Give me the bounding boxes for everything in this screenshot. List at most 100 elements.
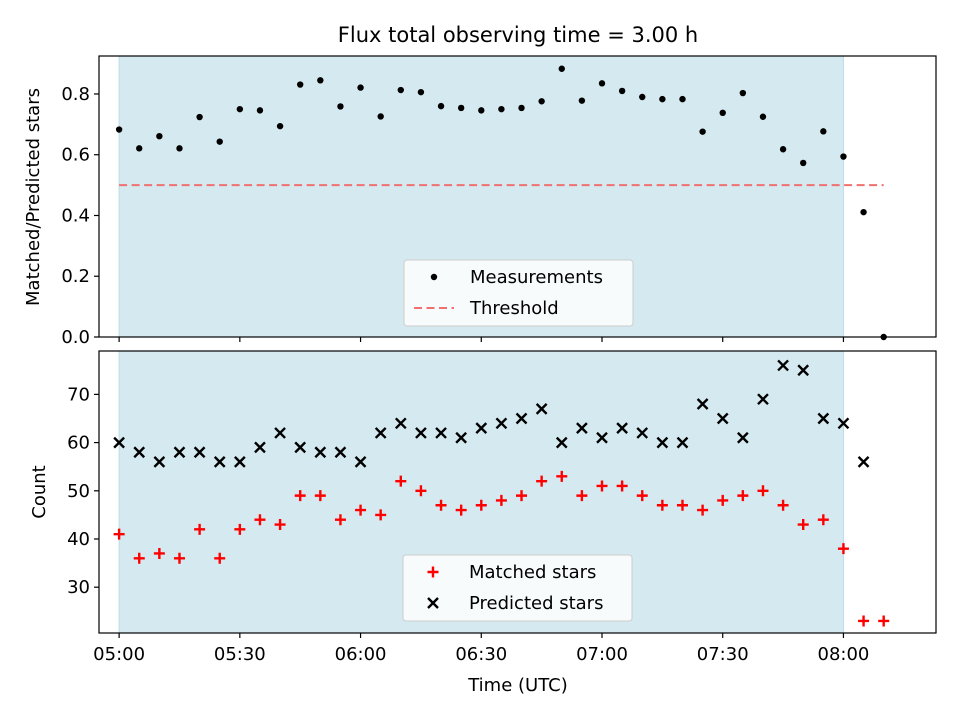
- data-point: [817, 514, 829, 526]
- data-point: [736, 431, 749, 444]
- data-point: [757, 393, 769, 406]
- data-point: [679, 95, 686, 103]
- data-point: [516, 490, 528, 502]
- data-point: [498, 105, 505, 113]
- data-point: [475, 499, 487, 511]
- data-point: [737, 490, 749, 502]
- data-point: [176, 145, 183, 152]
- data-point: [636, 427, 649, 439]
- data-point: [656, 499, 668, 511]
- data-point: [274, 519, 286, 531]
- data-point: [196, 113, 203, 121]
- data-point: [518, 104, 525, 112]
- y-tick-label: 40: [67, 529, 90, 550]
- data-point: [800, 159, 807, 167]
- bottom-y-axis-title: Count: [29, 465, 50, 518]
- x-tick-label: 07:00: [576, 644, 628, 665]
- data-point: [555, 436, 568, 449]
- data-point: [656, 436, 669, 449]
- data-point: [616, 480, 628, 492]
- data-point: [254, 441, 266, 454]
- data-point: [394, 417, 407, 430]
- legend-swatch: [427, 597, 439, 609]
- data-point: [115, 126, 123, 133]
- data-point: [777, 499, 789, 511]
- data-point: [276, 122, 284, 130]
- data-point: [213, 456, 226, 468]
- data-point: [857, 456, 870, 468]
- data-point: [355, 504, 367, 516]
- data-point: [136, 145, 143, 152]
- data-point: [314, 446, 327, 459]
- data-point: [397, 86, 405, 94]
- data-point: [173, 552, 185, 564]
- data-point: [576, 422, 588, 434]
- y-tick-label: 0.8: [61, 84, 90, 105]
- data-point: [639, 93, 646, 101]
- x-axis-title: Time (UTC): [467, 675, 568, 696]
- data-point: [153, 547, 165, 559]
- data-point: [317, 77, 324, 84]
- data-point: [636, 490, 648, 502]
- data-point: [616, 422, 628, 434]
- data-point: [719, 109, 726, 117]
- data-point: [334, 446, 347, 459]
- data-point: [759, 113, 767, 120]
- data-point: [274, 427, 286, 439]
- data-point: [820, 128, 827, 135]
- data-point: [156, 132, 163, 140]
- data-point: [478, 107, 485, 114]
- data-point: [536, 475, 548, 487]
- data-point: [757, 485, 769, 497]
- top-y-axis-title: Matched/Predicted stars: [23, 88, 44, 306]
- data-point: [415, 427, 427, 439]
- y-tick-label: 0.4: [61, 205, 90, 226]
- data-point: [435, 499, 447, 511]
- data-point: [777, 359, 789, 372]
- data-point: [193, 446, 206, 459]
- data-point: [113, 528, 125, 540]
- data-point: [717, 494, 729, 506]
- data-point: [417, 88, 425, 96]
- y-tick-label: 0.2: [61, 266, 90, 287]
- bottom-legend: Matched stars Predicted stars: [402, 554, 633, 622]
- data-point: [236, 105, 244, 113]
- data-point: [294, 490, 306, 502]
- data-point: [475, 422, 488, 434]
- data-point: [357, 84, 364, 91]
- data-point: [374, 427, 387, 439]
- data-point: [716, 412, 729, 425]
- data-point: [676, 436, 689, 449]
- x-tick-label: 05:30: [214, 644, 266, 665]
- data-point: [556, 470, 568, 482]
- chart-title: Flux total observing time = 3.00 h: [338, 23, 698, 47]
- data-point: [515, 412, 528, 425]
- legend-label: Threshold: [469, 298, 559, 319]
- data-point: [457, 104, 465, 112]
- x-tick-label: 06:00: [335, 644, 387, 665]
- data-point: [558, 65, 565, 72]
- data-point: [797, 364, 810, 377]
- data-point: [314, 490, 326, 502]
- data-point: [377, 113, 384, 120]
- data-point: [739, 89, 747, 97]
- data-point: [837, 543, 849, 555]
- top-legend: Measurements Threshold: [403, 259, 634, 327]
- data-point: [598, 80, 606, 87]
- y-tick-label: 0.0: [61, 327, 90, 348]
- top-panel: 0.00.20.40.60.8 Matched/Predicted stars …: [23, 55, 937, 348]
- data-point: [375, 509, 387, 521]
- data-point: [578, 97, 586, 104]
- data-point: [858, 615, 870, 627]
- data-point: [779, 146, 787, 153]
- y-tick-label: 60: [67, 433, 90, 454]
- data-point: [294, 441, 307, 454]
- data-point: [395, 475, 407, 487]
- top-panel-frame: [98, 55, 937, 338]
- data-point: [437, 102, 445, 110]
- data-point: [860, 208, 867, 216]
- data-point: [194, 523, 206, 535]
- data-point: [659, 95, 666, 103]
- data-point: [415, 485, 427, 497]
